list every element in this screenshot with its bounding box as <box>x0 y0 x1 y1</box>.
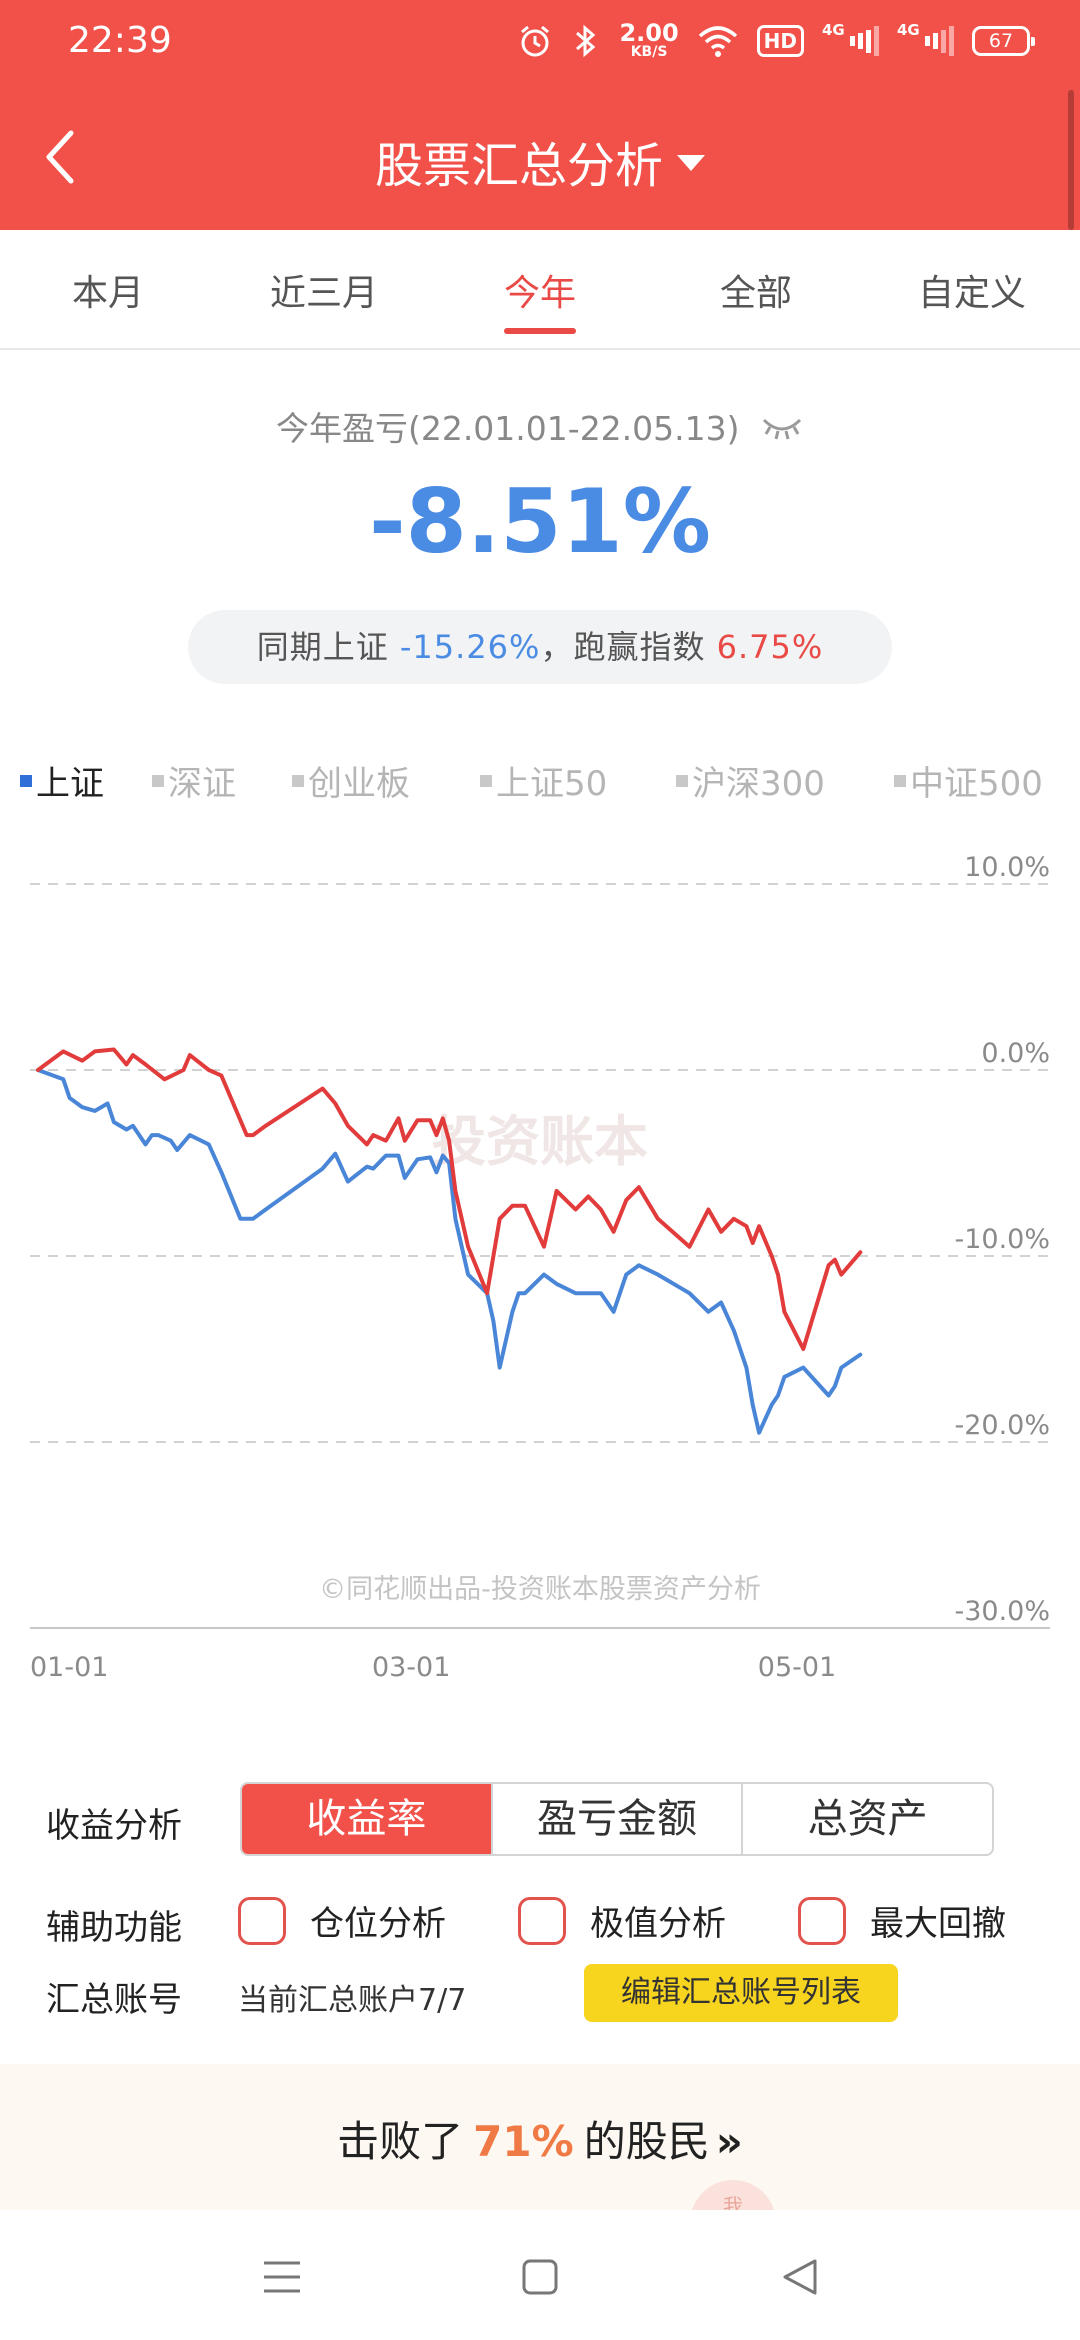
index-return-value: -15.26% <box>399 628 541 666</box>
battery-indicator: 67 <box>972 26 1035 56</box>
caret-down-icon <box>677 155 705 171</box>
max-drawdown-checkbox[interactable]: 最大回撤 <box>798 1896 1006 1945</box>
y-tick-label: 10.0% <box>964 852 1050 883</box>
y-tick-label: 0.0% <box>981 1038 1050 1069</box>
period-pnl-label: 今年盈亏(22.01.01-22.05.13) <box>0 402 1080 450</box>
signal-2-icon: 4G <box>897 21 954 61</box>
status-icons: 2.00 KB/S HD 4G 4G 67 <box>517 18 1035 64</box>
index-shanghai[interactable]: 上证 <box>20 756 104 805</box>
active-tab-underline <box>504 328 576 334</box>
x-tick-label: 01-01 <box>30 1652 108 1683</box>
x-tick-label: 05-01 <box>758 1652 836 1683</box>
bluetooth-icon <box>571 21 601 61</box>
tab-this-year[interactable]: 今年 <box>432 230 648 348</box>
current-account-count: 当前汇总账户7/7 <box>238 1983 467 2018</box>
tab-custom[interactable]: 自定义 <box>917 273 1026 314</box>
y-tick-label: -20.0% <box>954 1410 1050 1441</box>
ranking-banner[interactable]: 击败了 71% 的股民» <box>0 2064 1080 2210</box>
page-title-dropdown[interactable]: 股票汇总分析 <box>0 126 1080 196</box>
segment-return-rate[interactable]: 收益率 <box>242 1784 493 1854</box>
hide-eye-icon[interactable] <box>760 411 804 450</box>
app-header: 股票汇总分析 <box>0 82 1080 230</box>
y-tick-label: -30.0% <box>954 1596 1050 1627</box>
status-time: 22:39 <box>68 20 172 61</box>
page-title: 股票汇总分析 <box>374 138 663 194</box>
tab-this-month[interactable]: 本月 <box>71 273 144 314</box>
y-tick-label: -10.0% <box>954 1224 1050 1255</box>
segment-pnl-amount[interactable]: 盈亏金额 <box>493 1784 744 1854</box>
alarm-icon <box>517 21 553 61</box>
top-bar: 22:39 2.00 KB/S HD 4G 4G 67 <box>0 0 1080 230</box>
back-nav-button[interactable] <box>768 2252 832 2302</box>
signal-1-icon: 4G <box>822 21 879 61</box>
back-button[interactable] <box>30 122 90 192</box>
scroll-indicator <box>1068 90 1074 230</box>
index-sse50[interactable]: 上证50 <box>480 756 607 805</box>
status-bar: 22:39 2.00 KB/S HD 4G 4G 67 <box>0 0 1080 82</box>
index-selector: 上证 深证 创业板 上证50 沪深300 中证500 <box>20 756 1070 806</box>
position-analysis-checkbox[interactable]: 仓位分析 <box>238 1896 446 1945</box>
analysis-label: 收益分析 <box>46 1806 182 1846</box>
checkbox-box <box>518 1896 566 1945</box>
index-chinext[interactable]: 创业板 <box>292 756 410 805</box>
return-chart: 10.0% 0.0% -10.0% -20.0% -30.0% 01-01 03-01 05-… <box>30 852 1050 1683</box>
x-tick-label: 03-01 <box>372 1652 450 1683</box>
net-speed: 2.00 KB/S <box>619 18 679 60</box>
outperform-value: 6.75% <box>716 628 824 666</box>
system-nav-bar <box>0 2210 1080 2340</box>
checkbox-box <box>798 1896 846 1945</box>
portfolio-series-line <box>36 1047 863 1351</box>
double-chevron-icon: » <box>715 2117 743 2166</box>
index-comparison: 同期上证 -15.26%，跑赢指数 6.75% <box>188 610 892 684</box>
analysis-mode-selector: 收益率 盈亏金额 总资产 <box>240 1782 994 1856</box>
index-csi500[interactable]: 中证500 <box>894 756 1043 805</box>
tab-three-months[interactable]: 近三月 <box>269 273 378 314</box>
chevron-left-icon <box>46 130 74 184</box>
chart-watermark: 投资账本 <box>432 1110 648 1173</box>
checkbox-box <box>238 1896 286 1945</box>
chart-credit: ©同花顺出品-投资账本股票资产分析 <box>319 1574 761 1605</box>
square-home-icon <box>522 2259 558 2295</box>
segment-total-assets[interactable]: 总资产 <box>807 1796 928 1842</box>
account-label: 汇总账号 <box>46 1980 182 2020</box>
extreme-analysis-checkbox[interactable]: 极值分析 <box>518 1896 726 1945</box>
aux-label: 辅助功能 <box>46 1908 182 1948</box>
hd-voice-badge: HD <box>756 25 804 57</box>
period-return-value: -8.51% <box>369 470 711 573</box>
wifi-icon <box>697 21 739 61</box>
menu-nav-button[interactable] <box>250 2252 314 2302</box>
ranking-text: 击败了 71% 的股民» <box>337 2117 743 2166</box>
edit-account-list-button[interactable]: 编辑汇总账号列表 <box>584 1964 898 2022</box>
index-csi300[interactable]: 沪深300 <box>676 756 825 805</box>
period-tabs: 本月 近三月 今年 全部 自定义 <box>0 230 1080 350</box>
triangle-back-icon <box>783 2259 817 2295</box>
index-shenzhen[interactable]: 深证 <box>152 756 236 805</box>
home-nav-button[interactable] <box>508 2252 572 2302</box>
index-series-line <box>36 1068 863 1435</box>
menu-icon <box>264 2261 300 2293</box>
tab-all[interactable]: 全部 <box>719 273 792 314</box>
